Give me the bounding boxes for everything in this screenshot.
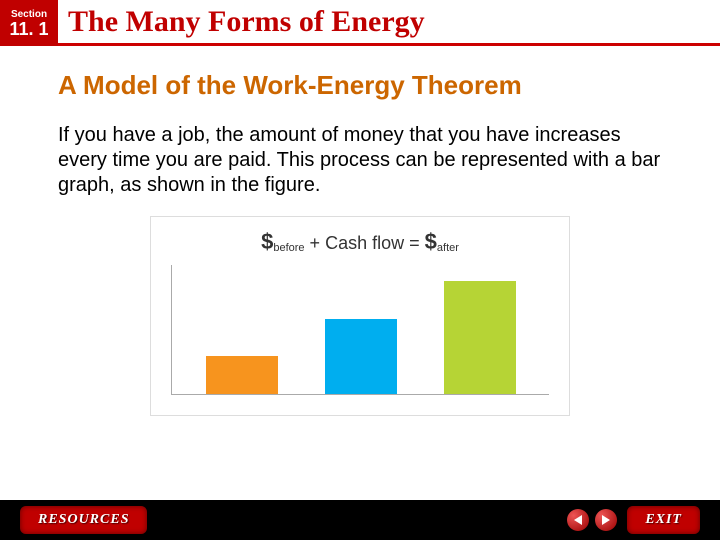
- bar-after: [444, 281, 516, 394]
- section-badge: Section 11. 1: [0, 0, 58, 46]
- cashflow-term: Cash flow: [325, 233, 404, 253]
- section-label: Section: [11, 9, 47, 20]
- bar-cashflow: [325, 319, 397, 394]
- section-number: 11. 1: [9, 20, 48, 38]
- sub-after: after: [437, 242, 459, 254]
- subtitle: A Model of the Work-Energy Theorem: [58, 70, 662, 101]
- dollar-after: $: [425, 229, 437, 254]
- arrow-right-icon: [602, 515, 610, 525]
- header-bar: Section 11. 1 The Many Forms of Energy: [0, 0, 720, 46]
- content-area: A Model of the Work-Energy Theorem If yo…: [0, 46, 720, 416]
- plus-sign: +: [310, 233, 321, 253]
- nav-button-group: [567, 509, 617, 531]
- figure-box: $before + Cash flow = $after: [150, 216, 570, 416]
- sub-before: before: [273, 242, 304, 254]
- prev-button[interactable]: [567, 509, 589, 531]
- resources-label: RESOURCES: [38, 512, 129, 528]
- equals-sign: =: [409, 233, 420, 253]
- bar-before: [206, 356, 278, 394]
- resources-button[interactable]: RESOURCES: [20, 506, 147, 534]
- exit-label: EXIT: [645, 512, 682, 528]
- dollar-before: $: [261, 229, 273, 254]
- exit-button[interactable]: EXIT: [627, 506, 700, 534]
- body-paragraph: If you have a job, the amount of money t…: [58, 123, 662, 198]
- arrow-left-icon: [574, 515, 582, 525]
- equation-text: $before + Cash flow = $after: [151, 229, 569, 255]
- bar-chart: [171, 265, 549, 395]
- page-title: The Many Forms of Energy: [58, 5, 425, 39]
- footer-bar: RESOURCES EXIT: [0, 500, 720, 540]
- next-button[interactable]: [595, 509, 617, 531]
